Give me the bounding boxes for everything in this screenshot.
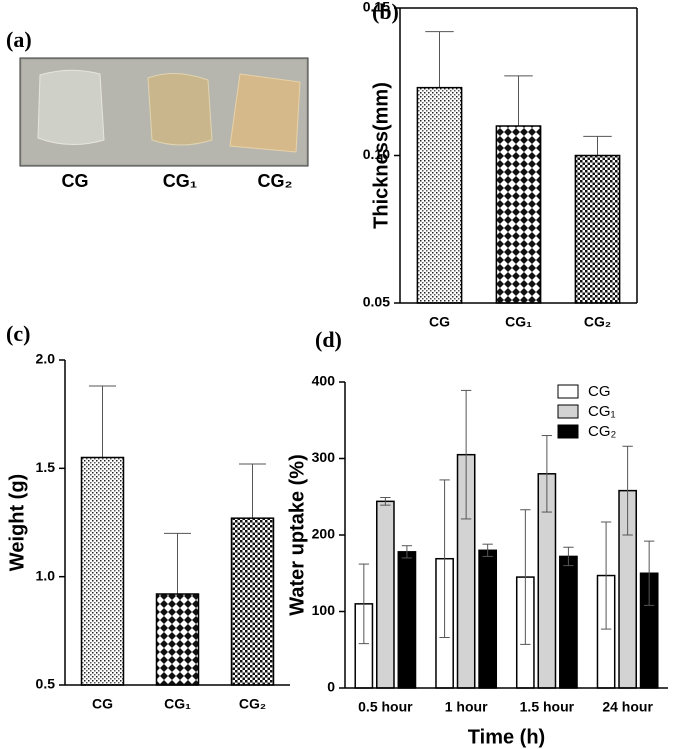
legend-label: CG bbox=[588, 383, 611, 400]
x-tick-label: CG bbox=[429, 314, 450, 330]
photo-caption: CG bbox=[62, 171, 89, 191]
bar bbox=[376, 500, 395, 689]
y-tick-label: 100 bbox=[312, 602, 336, 618]
gel-sample bbox=[229, 73, 301, 153]
y-tick-label: 2.0 bbox=[36, 351, 56, 367]
y-tick-label: 400 bbox=[312, 373, 336, 389]
bar bbox=[559, 555, 578, 689]
y-tick-label: 1.5 bbox=[36, 459, 56, 475]
bar bbox=[495, 125, 542, 304]
bar bbox=[416, 86, 463, 304]
bar bbox=[80, 456, 125, 686]
y-tick-label: 300 bbox=[312, 449, 336, 465]
x-tick-label: CG₂ bbox=[239, 696, 266, 712]
bar bbox=[230, 517, 275, 686]
x-tick-label: 1 hour bbox=[445, 699, 488, 715]
x-tick-label: CG bbox=[92, 696, 113, 712]
y-axis-label: Water uptake (%) bbox=[286, 454, 308, 616]
panel-label: (a) bbox=[6, 27, 32, 52]
panel-label: (d) bbox=[315, 327, 342, 352]
x-tick-label: CG₁ bbox=[505, 314, 532, 330]
gel-sample bbox=[37, 69, 105, 146]
photo-panel: (a) CG CG₁ CG₂ bbox=[6, 27, 309, 191]
panel-label: (b) bbox=[372, 0, 399, 24]
panel-label: (c) bbox=[6, 321, 30, 346]
y-tick-label: 0 bbox=[327, 679, 335, 695]
x-tick-label: 0.5 hour bbox=[358, 699, 413, 715]
bar bbox=[574, 154, 621, 304]
legend-label: CG₁ bbox=[588, 403, 616, 420]
x-axis-label: Time (h) bbox=[468, 726, 545, 748]
y-tick-label: 200 bbox=[312, 526, 336, 542]
gel-sample bbox=[147, 73, 213, 146]
bar bbox=[155, 593, 200, 686]
legend-swatch bbox=[557, 384, 579, 399]
x-tick-label: 24 hour bbox=[602, 699, 653, 715]
x-tick-label: CG₂ bbox=[584, 314, 611, 330]
bar bbox=[397, 551, 417, 689]
y-tick-label: 1.0 bbox=[36, 567, 56, 583]
photo-caption: CG₂ bbox=[258, 171, 293, 191]
legend-swatch bbox=[557, 424, 579, 439]
y-tick-label: 0.10 bbox=[363, 146, 390, 162]
x-tick-label: 1.5 hour bbox=[520, 699, 575, 715]
x-tick-label: CG₁ bbox=[164, 696, 191, 712]
y-tick-label: 0.15 bbox=[363, 0, 390, 15]
y-tick-label: 0.05 bbox=[363, 294, 390, 310]
bar bbox=[478, 549, 498, 689]
y-axis-label: Weight (g) bbox=[6, 474, 28, 571]
y-axis-label: Thickness(mm) bbox=[370, 82, 392, 229]
y-tick-label: 0.5 bbox=[36, 676, 56, 692]
legend-label: CG₂ bbox=[588, 423, 617, 440]
photo-caption: CG₁ bbox=[163, 171, 197, 191]
legend-swatch bbox=[557, 404, 579, 419]
